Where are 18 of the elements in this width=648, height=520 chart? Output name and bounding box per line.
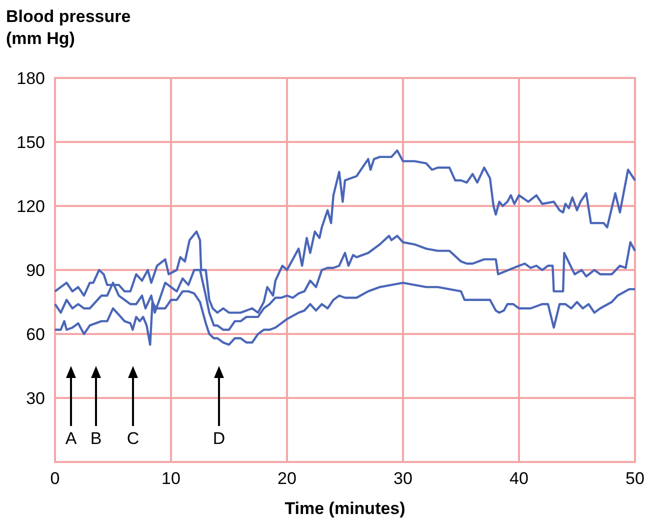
x-tick-label: 40 bbox=[510, 469, 528, 488]
y-tick-label: 60 bbox=[26, 325, 45, 344]
annotation: A bbox=[65, 429, 78, 448]
y-tick-label: 90 bbox=[26, 261, 45, 280]
x-tick-label: 50 bbox=[626, 469, 644, 488]
x-tick-label: 30 bbox=[394, 469, 412, 488]
x-tick-label: 20 bbox=[278, 469, 296, 488]
x-tick-label: 0 bbox=[50, 469, 60, 488]
annotation: D bbox=[212, 429, 226, 448]
y-tick-label: 150 bbox=[16, 133, 45, 152]
y-tick-label: 180 bbox=[16, 69, 45, 88]
y-tick-label: 120 bbox=[16, 197, 45, 216]
annotation: B bbox=[90, 429, 102, 448]
y-axis-title: Blood pressure (mm Hg) bbox=[6, 7, 131, 48]
y-tick-label: 30 bbox=[26, 389, 45, 408]
x-axis-title: Time (minutes) bbox=[284, 499, 406, 518]
annotation: C bbox=[126, 429, 140, 448]
x-tick-label: 10 bbox=[162, 469, 180, 488]
